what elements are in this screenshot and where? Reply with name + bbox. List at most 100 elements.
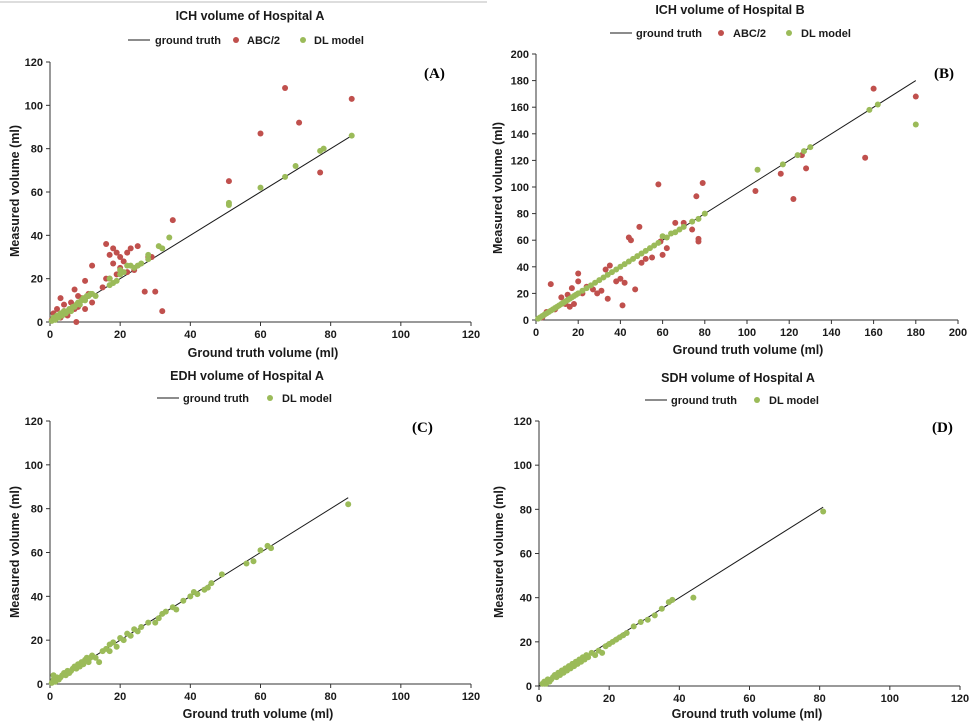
data-point-abc2 [695,238,702,245]
data-point-abc2 [152,288,159,295]
data-point-abc2 [638,259,645,266]
data-point-abc2 [912,93,919,100]
chart-title: EDH volume of Hospital A [170,369,324,383]
data-point-dl-model [874,101,881,108]
data-point-abc2 [558,294,565,301]
y-tick-label: 20 [520,637,532,649]
x-tick-label: 40 [184,691,196,703]
data-point-dl-model [152,619,159,626]
data-point-dl-model [268,545,275,552]
data-point-dl-model [243,560,250,567]
data-point-abc2 [693,193,700,200]
data-point-dl-model [134,628,141,635]
legend-swatch-dl-model [754,397,760,403]
data-point-abc2 [606,262,613,269]
data-point-abc2 [141,288,148,295]
data-point-abc2 [621,279,628,286]
data-point-abc2 [124,249,131,256]
data-point-dl-model [138,260,145,267]
data-point-dl-model [113,643,120,650]
data-point-abc2 [296,119,303,126]
y-tick-label: 100 [25,460,43,472]
data-point-abc2 [672,219,679,226]
legend: ground truth ABC/2 DL model [128,35,364,47]
y-tick-label: 140 [511,129,529,141]
x-tick-label: 120 [462,691,480,703]
data-point-dl-model [187,593,194,600]
chart-panel-ich-hospital-b: ICH volume of Hospital B ground truth AB… [491,3,967,357]
legend: ground truth DL model [645,395,819,407]
x-tick-label: 0 [47,329,53,341]
data-point-dl-model [680,223,687,230]
chart-title: ICH volume of Hospital A [176,9,325,23]
data-point-abc2 [134,243,141,250]
y-tick-label: 80 [31,144,43,156]
y-tick-label: 0 [523,315,529,327]
chart-title: ICH volume of Hospital B [655,3,804,17]
data-point-dl-model [345,501,352,508]
legend-label-dl-model: DL model [314,35,364,47]
legend-swatch-abc2 [718,30,724,36]
data-point-abc2 [71,286,78,293]
series-dl-model [535,101,919,322]
data-point-dl-model [225,199,232,206]
x-tick-label: 100 [738,327,756,339]
data-point-dl-model [807,144,814,151]
y-tick-label: 160 [511,102,529,114]
x-tick-label: 20 [114,691,126,703]
chart-panel-ich-hospital-a: ICH volume of Hospital A ground truth AB… [8,9,480,360]
data-point-dl-model [145,619,152,626]
x-tick-label: 60 [254,691,266,703]
panel-label: (C) [412,420,433,436]
y-tick-label: 40 [31,591,43,603]
data-point-dl-model [585,654,592,661]
x-axis-label: Ground truth volume (ml) [183,707,334,721]
data-point-abc2 [627,237,634,244]
data-point-abc2 [61,301,68,308]
legend-label-dl-model: DL model [801,28,851,40]
data-point-abc2 [619,302,626,309]
y-axis-label: Measured volume (ml) [8,486,22,618]
data-point-abc2 [598,287,605,294]
panel-label: (D) [932,420,953,436]
x-tick-label: 20 [114,329,126,341]
data-point-dl-model [800,148,807,155]
series-dl-model [48,132,355,324]
data-point-dl-model [194,591,201,598]
data-point-abc2 [106,251,113,258]
data-point-dl-model [282,173,289,180]
data-point-dl-model [669,596,676,603]
y-tick-label: 180 [511,76,529,88]
x-tick-label: 80 [325,691,337,703]
data-point-dl-model [113,277,120,284]
data-point-abc2 [117,254,124,260]
y-tick-label: 60 [517,235,529,247]
data-point-dl-model [208,580,215,587]
data-point-dl-model [127,632,134,639]
legend-swatch-abc2 [233,37,239,43]
data-point-abc2 [632,286,639,293]
y-tick-label: 20 [31,274,43,286]
data-point-dl-model [106,275,113,282]
y-tick-label: 100 [514,460,532,472]
data-point-dl-model [630,623,637,630]
x-tick-label: 60 [254,329,266,341]
data-point-dl-model [204,584,211,591]
axes: 0 20 40 60 80 100 120 0 20 40 60 80 100 120 [25,57,481,341]
data-point-abc2 [642,255,649,262]
ground-truth-line [49,497,349,685]
legend-swatch-dl-model [300,37,306,43]
data-point-dl-model [218,571,225,578]
data-point-dl-model [106,648,113,655]
y-tick-label: 120 [514,416,532,428]
x-tick-label: 80 [325,329,337,341]
data-point-abc2 [547,281,554,288]
data-point-abc2 [73,319,80,325]
data-point-dl-model [623,630,630,636]
x-tick-label: 20 [603,693,615,705]
data-point-dl-model [96,659,103,666]
data-point-abc2 [663,245,670,252]
x-tick-label: 120 [780,327,798,339]
data-point-dl-model [820,508,827,515]
data-point-dl-model [120,269,127,276]
